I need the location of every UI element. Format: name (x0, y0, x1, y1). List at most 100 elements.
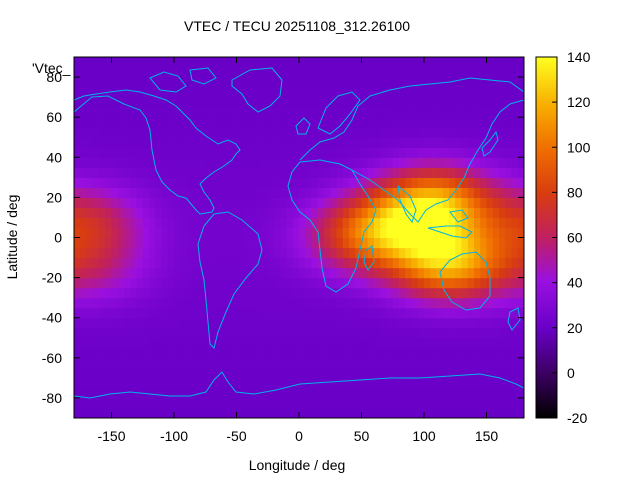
heatmap-cell (242, 297, 250, 309)
heatmap-cell (80, 107, 88, 118)
heatmap-cell (105, 227, 113, 239)
heatmap-cell (136, 407, 144, 418)
heatmap-cell (86, 127, 94, 138)
heatmap-cell (417, 227, 425, 239)
heatmap-cell (205, 407, 213, 418)
heatmap-cell (105, 347, 113, 359)
heatmap-cell (274, 217, 281, 229)
heatmap-cell (99, 137, 106, 148)
heatmap-cell (517, 287, 524, 299)
heatmap-cell (349, 217, 356, 229)
heatmap-cell (280, 77, 288, 88)
heatmap-cell (486, 317, 494, 329)
heatmap-cell (105, 317, 113, 329)
heatmap-cell (317, 407, 325, 418)
heatmap-cell (486, 67, 494, 78)
heatmap-cell (230, 387, 238, 399)
coastline-greenland (231, 67, 283, 113)
coastline-british-isles (295, 117, 311, 135)
heatmap-cell (267, 407, 275, 418)
heatmap-cell (274, 397, 281, 409)
heatmap-cell (374, 347, 381, 359)
heatmap-cell (311, 187, 319, 198)
heatmap-cell (224, 377, 231, 389)
heatmap-cell (255, 367, 263, 379)
heatmap-cell (86, 67, 94, 78)
heatmap-cell (105, 167, 113, 178)
heatmap-cell (192, 367, 200, 379)
heatmap-cell (261, 87, 269, 98)
heatmap-cell (86, 337, 94, 349)
heatmap-cell (399, 387, 406, 399)
heatmap-cell (205, 137, 213, 148)
heatmap-cell (305, 147, 313, 158)
heatmap-cell (86, 357, 94, 369)
heatmap-cell (442, 327, 450, 339)
heatmap-cell (142, 177, 150, 188)
heatmap-cell (80, 117, 88, 128)
colorbar-tick-label: 20 (567, 320, 583, 336)
heatmap-cell (136, 287, 144, 299)
heatmap-cell (249, 277, 256, 289)
heatmap-cell (249, 337, 256, 349)
heatmap-cell (486, 247, 494, 259)
heatmap-cell (174, 257, 181, 269)
heatmap-cell (505, 347, 513, 359)
heatmap-cell (130, 407, 138, 418)
heatmap-cell (417, 397, 425, 409)
heatmap-cell (186, 137, 194, 148)
heatmap-cell (136, 307, 144, 319)
heatmap-cell (142, 147, 150, 158)
heatmap-cell (455, 217, 463, 229)
heatmap-cell (367, 207, 375, 219)
heatmap-cell (349, 157, 356, 168)
heatmap-cell (292, 227, 300, 239)
heatmap-cell (217, 377, 225, 389)
heatmap-cell (305, 137, 313, 148)
heatmap-cell (80, 267, 88, 279)
heatmap-cell (486, 267, 494, 279)
heatmap-cell (186, 407, 194, 418)
heatmap-cell (211, 297, 219, 309)
heatmap-cell (142, 297, 150, 309)
heatmap-cell (299, 307, 306, 319)
heatmap-cell (86, 347, 94, 359)
heatmap-cell (505, 97, 513, 108)
coastline-south-america (197, 211, 263, 349)
heatmap-cell (380, 197, 388, 209)
heatmap-cell (174, 397, 181, 409)
heatmap-cell (111, 207, 119, 219)
heatmap-cell (374, 217, 381, 229)
heatmap-cell (330, 87, 338, 98)
heatmap-cell (92, 307, 100, 319)
heatmap-cell (361, 337, 369, 349)
heatmap-cell (517, 127, 524, 138)
heatmap-cell (336, 107, 344, 118)
heatmap-cell (474, 127, 481, 138)
heatmap-cell (324, 207, 331, 219)
heatmap-cell (205, 197, 213, 209)
heatmap-cell (305, 337, 313, 349)
heatmap-cell (330, 397, 338, 409)
heatmap-cell (261, 277, 269, 289)
heatmap-cell (124, 57, 131, 68)
heatmap-cell (511, 137, 519, 148)
heatmap-cell (255, 347, 263, 359)
heatmap-cell (74, 137, 81, 148)
heatmap-cell (161, 327, 169, 339)
heatmap-cell (361, 77, 369, 88)
heatmap-cell (330, 287, 338, 299)
heatmap-cell (455, 57, 463, 68)
heatmap-cell (424, 157, 431, 168)
heatmap-cell (367, 347, 375, 359)
heatmap-cell (374, 67, 381, 78)
heatmap-cell (242, 357, 250, 369)
heatmap-cell (86, 367, 94, 379)
heatmap-cell (111, 87, 119, 98)
heatmap-cell (336, 277, 344, 289)
heatmap-cell (380, 57, 388, 68)
heatmap-cell (105, 357, 113, 369)
heatmap-cell (505, 227, 513, 239)
heatmap-cell (305, 277, 313, 289)
heatmap-cell (436, 287, 444, 299)
